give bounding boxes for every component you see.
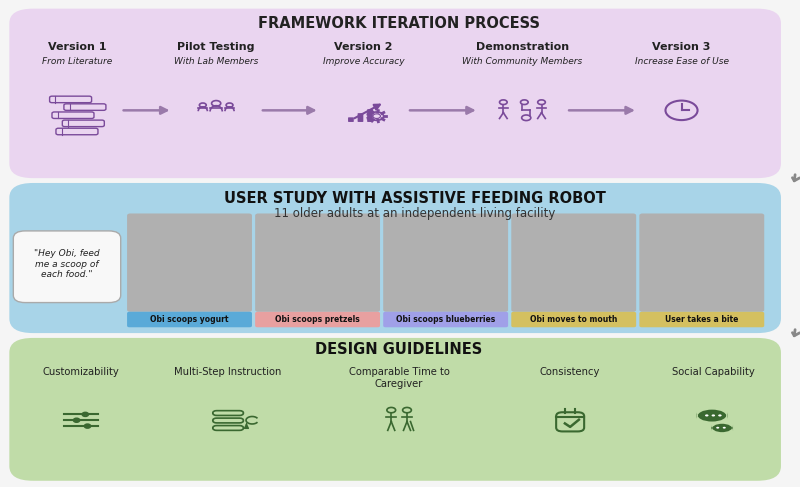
- Text: Social Capability: Social Capability: [672, 367, 754, 377]
- Circle shape: [705, 414, 709, 416]
- Text: FRAMEWORK ITERATION PROCESS: FRAMEWORK ITERATION PROCESS: [258, 16, 540, 31]
- FancyBboxPatch shape: [348, 117, 354, 122]
- Text: With Community Members: With Community Members: [462, 57, 582, 66]
- Text: User takes a bite: User takes a bite: [665, 315, 738, 324]
- Text: Version 3: Version 3: [652, 42, 710, 53]
- Circle shape: [718, 414, 722, 416]
- Text: Version 1: Version 1: [48, 42, 106, 53]
- FancyBboxPatch shape: [511, 213, 636, 312]
- Text: Consistency: Consistency: [540, 367, 600, 377]
- Text: Comparable Time to
Caregiver: Comparable Time to Caregiver: [349, 367, 450, 389]
- FancyBboxPatch shape: [639, 213, 764, 312]
- Text: USER STUDY WITH ASSISTIVE FEEDING ROBOT: USER STUDY WITH ASSISTIVE FEEDING ROBOT: [224, 191, 606, 206]
- FancyBboxPatch shape: [358, 113, 363, 122]
- FancyBboxPatch shape: [511, 312, 636, 327]
- Text: Improve Accuracy: Improve Accuracy: [322, 57, 404, 66]
- Text: "Hey Obi, feed
me a scoop of
each food.": "Hey Obi, feed me a scoop of each food.": [34, 249, 100, 279]
- FancyBboxPatch shape: [383, 312, 508, 327]
- FancyBboxPatch shape: [697, 410, 727, 422]
- Text: Increase Ease of Use: Increase Ease of Use: [634, 57, 729, 66]
- Text: From Literature: From Literature: [42, 57, 112, 66]
- Text: Obi scoops yogurt: Obi scoops yogurt: [150, 315, 229, 324]
- FancyBboxPatch shape: [14, 231, 121, 302]
- FancyBboxPatch shape: [127, 213, 252, 312]
- FancyBboxPatch shape: [10, 183, 781, 333]
- Text: Pilot Testing: Pilot Testing: [178, 42, 255, 53]
- FancyBboxPatch shape: [367, 109, 373, 122]
- Text: Multi-Step Instruction: Multi-Step Instruction: [174, 367, 282, 377]
- FancyBboxPatch shape: [711, 424, 733, 432]
- FancyBboxPatch shape: [255, 312, 380, 327]
- Text: Demonstration: Demonstration: [476, 42, 569, 53]
- Text: With Lab Members: With Lab Members: [174, 57, 258, 66]
- Text: Obi scoops blueberries: Obi scoops blueberries: [396, 315, 495, 324]
- Text: Customizability: Customizability: [42, 367, 119, 377]
- FancyBboxPatch shape: [127, 312, 252, 327]
- FancyBboxPatch shape: [639, 312, 764, 327]
- Text: Version 2: Version 2: [334, 42, 393, 53]
- FancyBboxPatch shape: [255, 213, 380, 312]
- Text: Obi scoops pretzels: Obi scoops pretzels: [275, 315, 360, 324]
- Circle shape: [716, 427, 719, 429]
- FancyBboxPatch shape: [10, 9, 781, 178]
- Text: 11 older adults at an independent living facility: 11 older adults at an independent living…: [274, 207, 556, 220]
- Circle shape: [722, 427, 726, 429]
- Text: Obi moves to mouth: Obi moves to mouth: [530, 315, 618, 324]
- FancyBboxPatch shape: [383, 213, 508, 312]
- Circle shape: [711, 414, 715, 416]
- FancyBboxPatch shape: [10, 338, 781, 481]
- Text: DESIGN GUIDELINES: DESIGN GUIDELINES: [315, 341, 482, 356]
